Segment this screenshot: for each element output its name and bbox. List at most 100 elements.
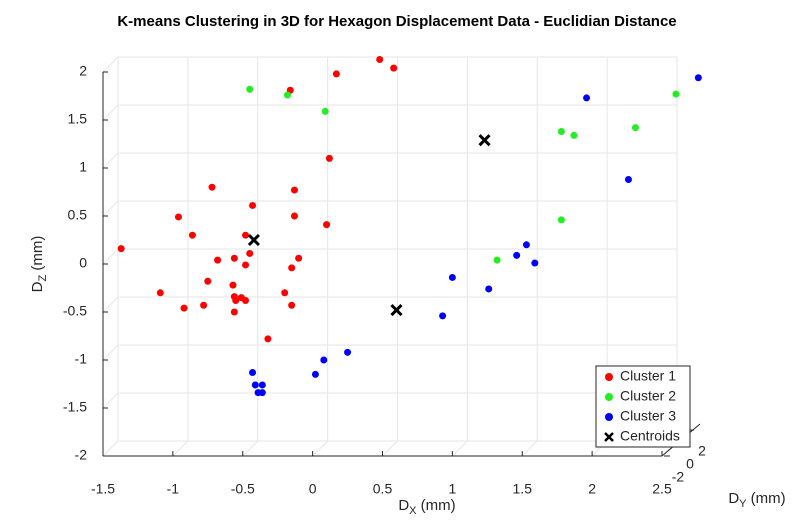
point — [323, 221, 331, 229]
z-label-base: D — [29, 281, 46, 292]
y-tick-label: -2 — [672, 469, 685, 485]
point — [229, 281, 237, 289]
point — [295, 254, 303, 262]
grid-line — [102, 200, 119, 217]
point — [522, 241, 530, 249]
z-tick-label: 0.5 — [68, 207, 88, 223]
grid-line — [102, 104, 119, 121]
point — [321, 107, 329, 115]
legend-marker — [605, 393, 613, 401]
point — [258, 381, 266, 389]
grid-line — [102, 56, 119, 73]
grid-line — [102, 344, 119, 361]
legend-marker — [605, 373, 613, 381]
point — [448, 273, 456, 281]
series — [246, 85, 680, 264]
x-tick-label: -1.5 — [91, 481, 115, 497]
z-axis-label: DZ (mm) — [29, 236, 49, 293]
chart-title: K-means Clustering in 3D for Hexagon Dis… — [117, 13, 676, 30]
point — [200, 301, 208, 309]
x-tick-label: -1 — [167, 481, 180, 497]
point — [631, 124, 639, 132]
point — [311, 370, 319, 378]
point — [557, 216, 565, 224]
point — [513, 251, 521, 259]
legend-label: Cluster 3 — [620, 408, 676, 424]
x-label-unit: (mm) — [417, 497, 456, 514]
y-label-sub: Y — [739, 498, 747, 510]
series — [247, 134, 491, 317]
point — [249, 368, 257, 376]
point — [694, 74, 702, 82]
point — [376, 56, 384, 64]
point — [344, 348, 352, 356]
point — [232, 296, 240, 304]
point — [251, 381, 259, 389]
z-tick-label: 2 — [79, 63, 87, 79]
point — [290, 212, 298, 220]
grid-line — [521, 440, 538, 457]
point — [283, 91, 291, 99]
y-axis-label: DY (mm) — [728, 490, 785, 510]
x-axis-label: DX (mm) — [398, 497, 455, 517]
legend-label: Cluster 1 — [620, 368, 676, 384]
y-label-base: D — [728, 490, 739, 507]
point — [188, 231, 196, 239]
point — [117, 245, 125, 253]
point — [332, 70, 340, 78]
grid-line — [102, 248, 119, 265]
point — [320, 356, 328, 364]
grid-line — [102, 392, 119, 409]
grid — [102, 56, 678, 457]
z-tick-label: 1 — [79, 159, 87, 175]
x-tick-label: 1 — [448, 481, 456, 497]
z-label-unit: (mm) — [29, 236, 46, 275]
point — [242, 261, 250, 269]
y-tick-label: 0 — [686, 456, 694, 472]
centroid — [478, 134, 491, 147]
x-tick-label: 0 — [309, 481, 317, 497]
z-label-sub: Z — [37, 275, 49, 282]
z-tick-label: -0.5 — [63, 303, 87, 319]
point — [531, 259, 539, 267]
z-tick-label: 0 — [79, 255, 87, 271]
point — [288, 264, 296, 272]
z-tick-label: -1 — [75, 351, 88, 367]
point — [242, 296, 250, 304]
grid-line — [102, 440, 119, 457]
point — [246, 249, 254, 257]
z-tick-label: 1.5 — [68, 111, 88, 127]
x-label-sub: X — [409, 505, 417, 517]
point — [390, 64, 398, 72]
point — [246, 85, 254, 93]
point — [624, 176, 632, 184]
series — [249, 74, 702, 397]
point — [485, 285, 493, 293]
point — [290, 186, 298, 194]
grid-line — [452, 440, 468, 457]
z-tick-label: -1.5 — [63, 399, 87, 415]
series — [117, 56, 398, 343]
point — [258, 389, 266, 397]
point — [281, 289, 289, 297]
x-label-base: D — [398, 497, 409, 514]
legend-marker — [604, 432, 614, 442]
point — [325, 154, 333, 162]
point — [204, 277, 212, 285]
point — [230, 308, 238, 316]
legend-marker — [605, 413, 613, 421]
point — [672, 90, 680, 98]
point — [288, 301, 296, 309]
grid-line — [172, 440, 189, 457]
point — [264, 335, 272, 343]
point — [249, 201, 257, 209]
legend-label: Centroids — [620, 428, 680, 444]
point — [557, 128, 565, 136]
point — [174, 213, 182, 221]
grid-line — [242, 440, 259, 457]
grid-line — [102, 296, 119, 313]
legend-label: Cluster 2 — [620, 388, 676, 404]
centroid — [247, 233, 260, 247]
legend: Cluster 1 Cluster 2 Cluster 3 Centroids — [595, 365, 691, 448]
